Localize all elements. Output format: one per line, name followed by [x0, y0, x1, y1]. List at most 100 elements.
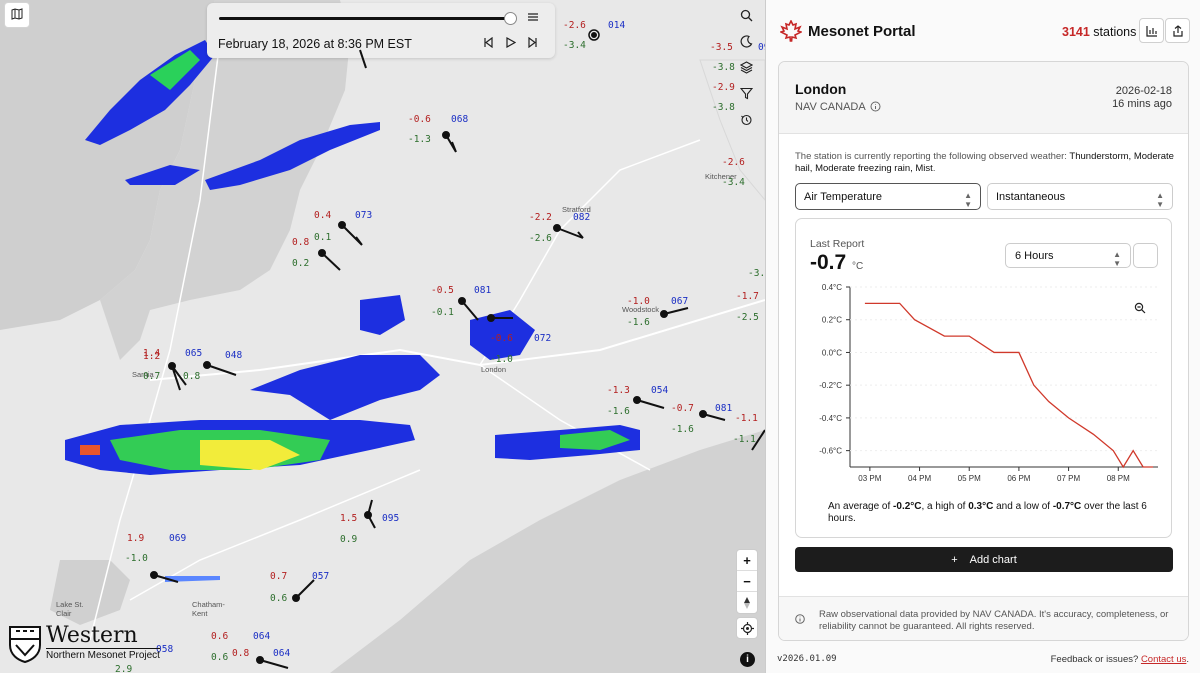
- night-mode-button[interactable]: [733, 28, 759, 54]
- station-temp: 0.7: [270, 571, 288, 582]
- add-chart-button[interactable]: + Add chart: [795, 547, 1173, 572]
- y-tick-label: -0.4°C: [819, 414, 842, 423]
- station-temp: -1.0: [627, 296, 650, 307]
- station-id[interactable]: 054: [651, 385, 669, 396]
- play-icon: [506, 36, 517, 49]
- western-logo: Western Northern Mesonet Project: [8, 625, 160, 663]
- station-id[interactable]: 082: [573, 212, 591, 223]
- history-icon: [740, 114, 752, 125]
- chart-zoom-button[interactable]: [1133, 243, 1158, 314]
- station-id[interactable]: 073: [355, 210, 373, 221]
- map-style-button[interactable]: [4, 2, 30, 28]
- station-report-time: 2026-02-18 16 mins ago: [1112, 85, 1172, 111]
- compass-button[interactable]: [737, 592, 757, 613]
- x-tick-label: 08 PM: [1107, 474, 1130, 483]
- summary-text: and a low of: [993, 501, 1053, 512]
- variable-select-value: Air Temperature: [804, 190, 883, 203]
- timeline-slider-handle[interactable]: [504, 12, 517, 25]
- variable-select[interactable]: Air Temperature ▲ ▼: [795, 183, 981, 210]
- feedback: Feedback or issues? Contact us.: [1051, 654, 1189, 665]
- mode-select[interactable]: Instantaneous ▲ ▼: [987, 183, 1173, 210]
- y-tick-label: -0.6°C: [819, 447, 842, 456]
- search-button[interactable]: [733, 2, 759, 28]
- station-id[interactable]: 057: [312, 571, 330, 582]
- attribution-button[interactable]: i: [740, 652, 755, 667]
- station-id[interactable]: 058: [156, 644, 174, 655]
- station-id[interactable]: 067: [671, 296, 689, 307]
- station-id[interactable]: 064: [273, 648, 291, 659]
- temperature-series-line: [864, 302, 1154, 469]
- chart-card: Last Report -0.7 °C 6 Hours ▲ ▼ 0.4°C 0.2°…: [795, 218, 1173, 570]
- station-card: London NAV CANADA 2026-02-18 16 mins ago…: [778, 61, 1189, 641]
- station-id[interactable]: 064: [253, 631, 271, 642]
- x-tick-label: 03 PM: [858, 474, 881, 483]
- info-icon[interactable]: [868, 101, 881, 113]
- map-icon: [11, 7, 23, 23]
- chevron-up-down-icon: ▲ ▼: [964, 191, 972, 209]
- station-dewpoint: -2.5: [736, 312, 759, 323]
- temperature-line-chart[interactable]: 0.4°C 0.2°C 0.0°C -0.2°C -0.4°C -0.6°C 03 PM 04…: [796, 277, 1173, 497]
- station-temp: -0.7: [671, 403, 694, 414]
- zoom-out-button[interactable]: −: [737, 571, 757, 592]
- time-range-select[interactable]: 6 Hours ▲ ▼: [1005, 243, 1131, 268]
- mode-select-value: Instantaneous: [996, 190, 1066, 203]
- station-id[interactable]: 014: [608, 20, 626, 31]
- station-count-value: 3141: [1062, 25, 1090, 39]
- station-temp: -0.5: [431, 285, 454, 296]
- station-id[interactable]: 081: [715, 403, 733, 414]
- station-dewpoint: 0.6: [270, 593, 288, 604]
- step-back-button[interactable]: [483, 36, 494, 51]
- layers-icon: [739, 60, 753, 74]
- station-dewpoint: 0.1: [314, 232, 332, 243]
- filter-button[interactable]: [733, 80, 759, 106]
- station-id[interactable]: 09: [758, 42, 765, 53]
- moon-icon: [740, 34, 752, 48]
- timeline-control: February 18, 2026 at 8:36 PM EST: [207, 3, 555, 58]
- station-dewpoint: -1.6: [607, 406, 630, 417]
- play-button[interactable]: [505, 36, 517, 51]
- map[interactable]: February 18, 2026 at 8:36 PM EST: [0, 0, 765, 673]
- station-dewpoint: 0.6: [211, 652, 229, 663]
- town-label: London: [481, 365, 507, 374]
- station-dewpoint: 0.9: [340, 534, 358, 545]
- station-dewpoint: 0.2: [292, 258, 310, 269]
- station-temp: 1.5: [340, 513, 358, 524]
- chart-summary: An average of -0.2°C, a high of 0.3°C an…: [828, 501, 1166, 525]
- station-dewpoint: -1.3: [408, 134, 431, 145]
- x-tick-label: 05 PM: [958, 474, 981, 483]
- history-button[interactable]: [733, 106, 759, 132]
- town-label: Lake St. Clair: [56, 600, 84, 618]
- station-temp: -2.6: [563, 20, 586, 31]
- layers-button[interactable]: [733, 54, 759, 80]
- station-card-header: London NAV CANADA 2026-02-18 16 mins ago: [779, 62, 1188, 134]
- locate-button[interactable]: [736, 617, 758, 639]
- station-id[interactable]: 095: [382, 513, 400, 524]
- share-button[interactable]: [1165, 18, 1190, 43]
- station-dewpoint: -1.6: [671, 424, 694, 435]
- station-id[interactable]: 069: [169, 533, 187, 544]
- station-id[interactable]: 081: [474, 285, 492, 296]
- data-disclaimer: Raw observational data provided by NAV C…: [779, 596, 1188, 640]
- station-id[interactable]: 065: [185, 348, 203, 359]
- station-id[interactable]: 048: [225, 350, 243, 361]
- version-label: v2026.01.09: [777, 654, 837, 664]
- station-count: 3141 stations: [1062, 25, 1136, 39]
- town-label: Woodstock: [622, 305, 659, 314]
- plus-icon: +: [951, 553, 958, 566]
- station-id[interactable]: 068: [451, 114, 469, 125]
- zoom-in-button[interactable]: +: [737, 550, 757, 571]
- stats-button[interactable]: [1139, 18, 1164, 43]
- station-temp: -0.6: [490, 333, 513, 344]
- station-name: London: [795, 81, 847, 97]
- brand-subtitle: Northern Mesonet Project: [46, 648, 160, 661]
- town-label: Kitchener: [705, 172, 737, 181]
- contact-link[interactable]: Contact us: [1140, 654, 1187, 665]
- skip-back-icon: [484, 36, 493, 49]
- summary-text: , a high of: [921, 501, 969, 512]
- search-icon: [740, 9, 752, 21]
- timeline-slider-track[interactable]: [219, 17, 511, 20]
- speed-button[interactable]: [527, 11, 539, 26]
- last-report-label: Last Report: [810, 238, 865, 250]
- station-id[interactable]: 072: [534, 333, 552, 344]
- step-forward-button[interactable]: [527, 36, 538, 51]
